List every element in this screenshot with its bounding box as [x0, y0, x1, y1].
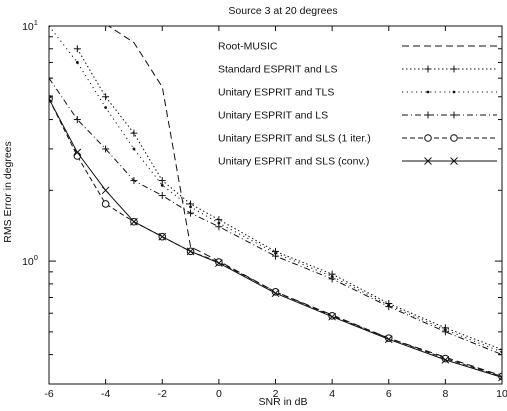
x-tick-label: 10	[496, 388, 507, 400]
legend-label: Unitary ESPRIT and TLS	[218, 87, 334, 99]
series-4-point	[385, 303, 393, 311]
legend-marker-sample	[450, 134, 458, 142]
series-6-point	[215, 259, 223, 267]
series-clip-group	[49, 26, 502, 382]
legend-label: Unitary ESPRIT and SLS (1 iter.)	[218, 133, 371, 145]
series-2-point	[498, 346, 502, 354]
series-4-point	[328, 275, 336, 283]
series-3-point	[104, 106, 108, 109]
legend-marker-sample	[424, 134, 432, 142]
legend-marker-sample	[424, 157, 432, 165]
series-6-point	[271, 289, 280, 298]
legend-label: Unitary ESPRIT and LS	[218, 110, 328, 122]
legend-marker-sample	[424, 111, 432, 119]
series-6-point	[328, 312, 336, 321]
series-3-point	[75, 61, 79, 64]
y-tick-exponent: 0	[34, 253, 38, 262]
legend-label: Root-MUSIC	[218, 41, 278, 53]
series-4-point	[158, 192, 166, 200]
series-2-point	[130, 129, 138, 137]
y-tick-label: 101	[22, 18, 38, 33]
x-tick-label: -6	[44, 388, 53, 400]
series-6-point	[73, 148, 82, 157]
y-axis-label: RMS Error in degrees	[2, 141, 14, 243]
series-3-point	[132, 147, 136, 151]
legend-marker-sample	[450, 65, 458, 73]
series-5-point	[101, 200, 110, 208]
x-tick-label: 2	[273, 388, 279, 400]
series-6-point	[384, 335, 393, 344]
plot-frame	[48, 25, 503, 385]
series-6-point	[101, 186, 110, 195]
x-tick-label: 8	[442, 388, 448, 400]
series-4-point	[102, 145, 110, 153]
series-layer	[49, 26, 502, 382]
y-tick-base: 10	[22, 21, 34, 33]
x-axis-label: SNR in dB	[258, 396, 307, 408]
series-line-2	[76, 48, 502, 351]
series-line-3	[49, 26, 502, 353]
series-4-point	[130, 177, 138, 185]
legend: Root-MUSIC Standard ESPRIT and LS Unitary …	[218, 41, 497, 168]
series-4-point	[215, 223, 223, 231]
y-tick-exponent: 1	[34, 18, 38, 27]
legend-marker-sample	[452, 90, 456, 94]
y-tick-base: 10	[22, 256, 34, 268]
series-2-point	[158, 177, 166, 185]
chart-title: Source 3 at 20 degrees	[228, 5, 337, 17]
legend-marker-sample	[426, 90, 430, 94]
x-axis-ticks: -6 -4 -2 0 2 4 6 8 10	[44, 26, 507, 400]
series-4-point	[187, 209, 195, 217]
x-tick-label: 0	[216, 388, 222, 400]
series-6-point	[186, 247, 195, 256]
y-tick-label: 100	[22, 253, 38, 268]
series-3-point	[189, 205, 192, 209]
x-tick-label: -2	[158, 388, 167, 400]
series-2-point	[102, 93, 110, 101]
x-tick-label: 4	[329, 388, 335, 400]
legend-label: Unitary ESPRIT and SLS (conv.)	[218, 156, 369, 168]
legend-marker-sample	[450, 111, 458, 119]
series-6-point	[441, 356, 450, 364]
series-3-point	[217, 221, 221, 225]
series-line-1	[107, 26, 502, 377]
series-6-point	[158, 232, 167, 241]
x-tick-label: 6	[386, 388, 392, 400]
legend-marker-sample	[450, 157, 458, 165]
series-6-point	[498, 373, 502, 382]
series-2-point	[73, 45, 81, 53]
series-6-point	[130, 217, 138, 226]
legend-label: Standard ESPRIT and LS	[218, 64, 337, 76]
series-3-point	[160, 183, 164, 187]
legend-marker-sample	[424, 65, 432, 73]
series-4-point	[73, 116, 81, 124]
series-4-point	[272, 252, 279, 260]
x-tick-label: -4	[101, 388, 110, 400]
series-4-point	[441, 328, 449, 336]
series-line-6	[49, 98, 502, 378]
